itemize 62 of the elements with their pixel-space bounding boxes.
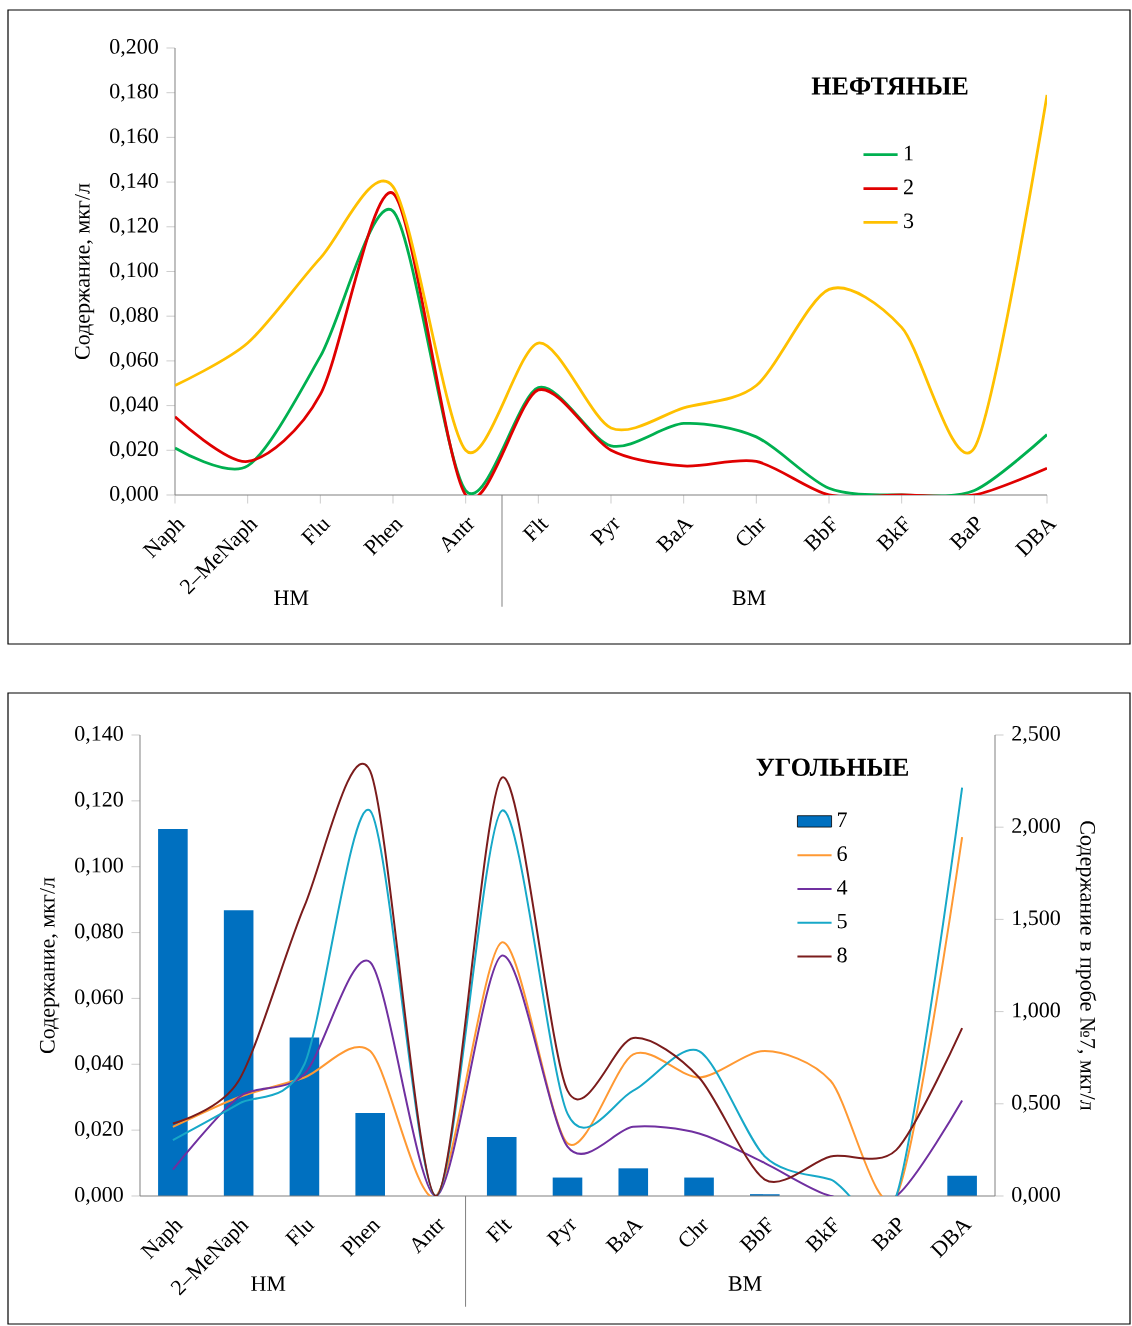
legend-label: 8 <box>837 947 847 963</box>
y2-tick-label: 2,000 <box>1012 818 1060 837</box>
y-tick-label: 0,080 <box>110 307 158 326</box>
x-tick-label: BbF <box>739 1216 772 1253</box>
y-tick-label: 0,100 <box>75 857 123 876</box>
y-tick-label: 0,060 <box>75 989 123 1008</box>
y-tick-label: 0,020 <box>110 441 158 460</box>
y-tick-label: 0,140 <box>110 173 158 192</box>
x-tick-label: Phen <box>362 520 404 556</box>
y-tick-label: 0,120 <box>110 217 158 236</box>
y-tick-label: 0,200 <box>110 39 158 57</box>
legend-label: 5 <box>837 913 847 929</box>
legend-label: 7 <box>838 812 847 827</box>
x-tick-label: Chr <box>736 518 766 546</box>
x-tick-label: BkF <box>804 1216 838 1253</box>
y-tick-label: 0,140 <box>75 726 123 744</box>
x-tick-label: Flt <box>485 1219 513 1243</box>
legend-label: 1 <box>904 145 913 161</box>
legend-title: УГОЛЬНЫЕ <box>756 758 908 776</box>
x-tick-label: BaA <box>655 519 694 553</box>
legend-label: 2 <box>903 179 913 195</box>
text: ВМ <box>728 1276 762 1291</box>
y2-tick-label: 0,000 <box>1012 1187 1060 1205</box>
x-tick-label: Flu <box>284 1220 315 1247</box>
x-tick-label: BaA <box>605 1220 644 1254</box>
x-tick-label: Antr <box>412 1218 445 1255</box>
y2-tick-label: 0,500 <box>1012 1094 1060 1113</box>
y-tick-label: 0,040 <box>110 396 158 415</box>
text: НМ <box>251 1276 286 1291</box>
x-tick-label: Phen <box>340 1221 381 1257</box>
y2-tick-label: 1,500 <box>1013 910 1060 929</box>
legend-label: 3 <box>904 213 914 229</box>
legend-label: 6 <box>837 846 847 862</box>
y-tick-label: 0,020 <box>75 1121 123 1140</box>
y-tick-label: 0,040 <box>75 1055 123 1074</box>
x-tick-label: BaP <box>870 1217 903 1252</box>
y-axis-title: Содержание, мкг/л <box>39 877 60 1054</box>
text: НМ <box>274 590 309 605</box>
legend-title: НЕФТЯНЫЕ <box>811 77 968 95</box>
y2-tick-label: 2,500 <box>1012 726 1060 744</box>
y-tick-label: 0,180 <box>110 83 158 102</box>
y-tick-label: 0,000 <box>75 1187 123 1205</box>
x-tick-label: Pyr <box>589 517 620 546</box>
y2-tick-label: 1,000 <box>1013 1002 1060 1021</box>
x-tick-label: Flu <box>300 519 331 546</box>
y-tick-label: 0,000 <box>110 486 158 504</box>
legend-label: 4 <box>837 880 848 895</box>
y-axis-title: Содержание, мкг/л <box>74 183 95 360</box>
x-tick-label: BbF <box>803 515 837 552</box>
text: ВМ <box>732 590 766 606</box>
x-tick-label: Pyr <box>546 1218 577 1247</box>
x-tick-label: BaP <box>948 516 981 551</box>
y-tick-label: 0,080 <box>75 923 123 942</box>
x-tick-label: BkF <box>875 515 909 552</box>
y-tick-label: 0,160 <box>110 128 158 147</box>
y-tick-label: 0,120 <box>75 791 123 810</box>
y-tick-label: 0,060 <box>110 351 158 370</box>
y2-axis-title: Содержание в пробе №7, мкг/л <box>1075 821 1097 1111</box>
x-tick-label: Chr <box>679 1219 709 1247</box>
x-tick-label: Antr <box>441 517 475 554</box>
x-tick-label: Flt <box>522 518 549 542</box>
y-tick-label: 0,100 <box>110 262 158 281</box>
